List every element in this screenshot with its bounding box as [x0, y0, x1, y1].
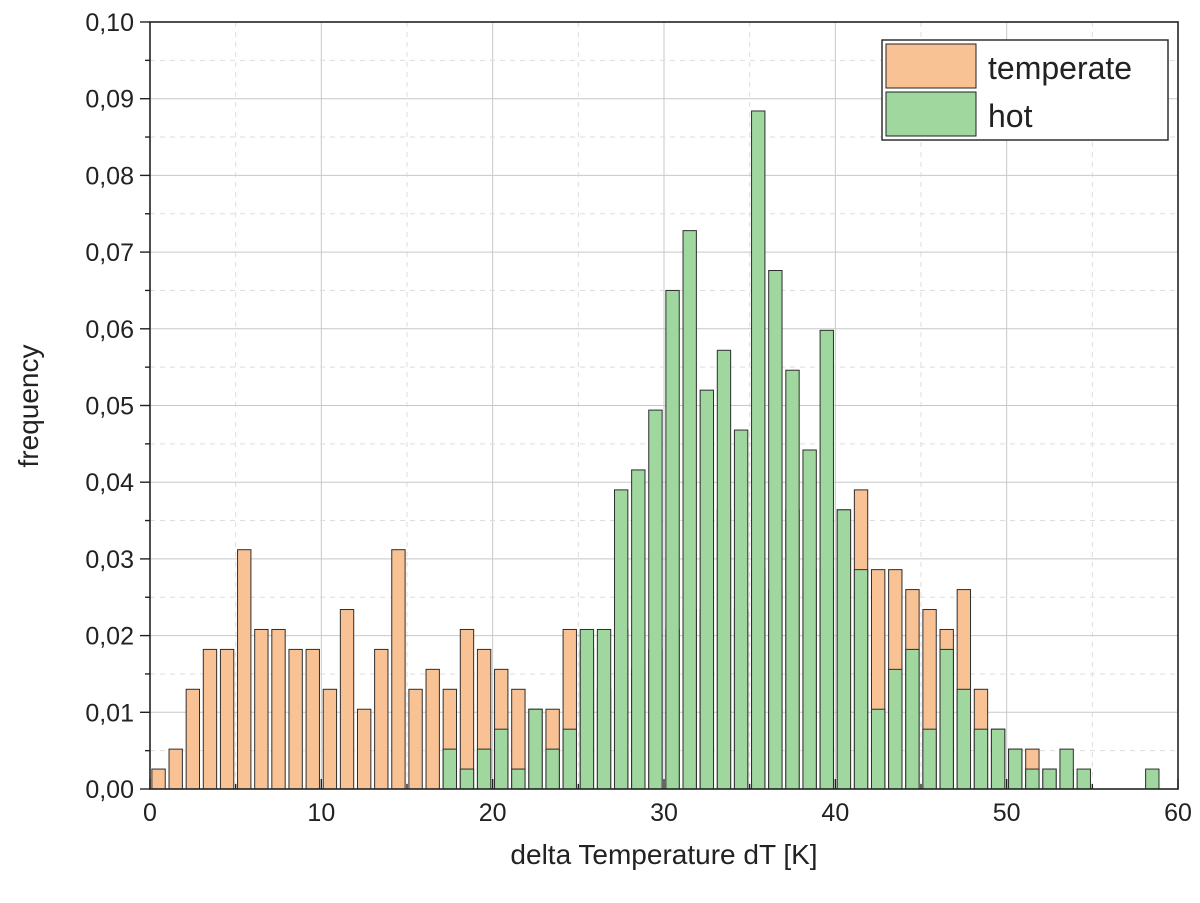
axis-ticks: 0 10 20 30 40 50 60 0,00 0,01 0,02 0,03 0,04 0,05 0,0…: [85, 9, 1192, 827]
x-tick-label: 50: [993, 799, 1021, 827]
bar-temperate: [339, 609, 355, 790]
y-tick-label: 0,08: [85, 162, 134, 190]
bar-hot: [562, 728, 577, 790]
y-tick-label: 0,03: [85, 546, 134, 574]
bar-temperate: [459, 628, 475, 790]
bar-temperate: [322, 688, 338, 790]
bar-hot: [1042, 768, 1057, 790]
bar-hot: [442, 748, 458, 790]
y-tick-label: 0,10: [85, 9, 134, 37]
bar-temperate: [219, 648, 235, 790]
x-tick-label: 0: [143, 799, 157, 827]
y-tick-label: 0,02: [85, 623, 134, 651]
bar-hot: [785, 369, 800, 790]
bars-layer: [151, 110, 1160, 790]
bar-hot: [528, 708, 543, 790]
bar-hot: [545, 748, 560, 790]
bar-hot: [665, 289, 680, 790]
bar-hot: [613, 489, 629, 790]
bar-hot: [1059, 748, 1074, 790]
x-tick-label: 20: [479, 799, 507, 827]
bar-hot: [459, 768, 475, 790]
y-axis-title: frequency: [13, 345, 44, 468]
y-tick-label: 0,01: [85, 699, 134, 727]
bar-hot: [733, 429, 749, 790]
y-tick-label: 0,05: [85, 393, 134, 421]
bar-temperate: [356, 708, 372, 790]
y-tick-label: 0,04: [85, 469, 134, 497]
bar-hot: [476, 748, 492, 790]
x-tick-label: 10: [307, 799, 335, 827]
grid-lines: [150, 22, 1178, 789]
bar-hot: [888, 668, 903, 790]
bar-temperate: [425, 668, 440, 790]
bar-hot: [853, 569, 869, 790]
bar-temperate: [237, 549, 252, 790]
bar-hot: [682, 230, 697, 790]
bar-hot: [716, 349, 732, 790]
legend: temperate hot: [881, 39, 1169, 141]
legend-label-temperate: temperate: [988, 50, 1132, 86]
bar-hot: [819, 329, 834, 790]
x-tick-label: 40: [821, 799, 849, 827]
y-tick-label: 0,00: [85, 776, 134, 804]
bar-temperate: [391, 549, 406, 790]
bar-hot: [579, 628, 595, 790]
bar-hot: [751, 110, 766, 790]
bar-hot: [956, 688, 972, 790]
bar-hot: [648, 409, 663, 790]
y-tick-label: 0,07: [85, 239, 134, 267]
bar-temperate: [288, 648, 303, 790]
bar-hot: [494, 728, 509, 790]
bar-hot: [922, 728, 937, 790]
bar-hot: [870, 708, 886, 790]
bar-hot: [1008, 748, 1023, 790]
y-tick-label: 0,09: [85, 86, 134, 114]
bar-hot: [939, 648, 954, 790]
x-tick-label: 30: [650, 799, 678, 827]
legend-label-hot: hot: [988, 98, 1033, 134]
bar-temperate: [254, 628, 269, 790]
bar-temperate: [305, 648, 320, 790]
bar-hot: [768, 270, 783, 790]
bar-temperate: [151, 768, 166, 790]
bar-hot: [596, 628, 612, 790]
legend-swatch-temperate: [885, 43, 977, 89]
bar-temperate: [168, 748, 183, 790]
legend-swatch-hot: [885, 91, 977, 137]
bar-hot: [1145, 768, 1160, 790]
bar-hot: [905, 648, 920, 790]
bar-hot: [990, 728, 1006, 790]
bar-hot: [699, 389, 715, 790]
bar-hot: [802, 449, 817, 790]
bar-hot: [631, 469, 646, 790]
bar-temperate: [185, 688, 201, 790]
bar-temperate: [271, 628, 286, 790]
bar-temperate: [408, 688, 423, 790]
x-axis-title: delta Temperature dT [K]: [510, 839, 817, 870]
bar-hot: [1076, 768, 1091, 790]
y-tick-label: 0,06: [85, 316, 134, 344]
bar-temperate: [374, 648, 389, 790]
bar-hot: [836, 509, 852, 790]
bar-temperate: [202, 648, 218, 790]
x-tick-label: 60: [1164, 799, 1192, 827]
bar-hot: [973, 728, 989, 790]
bar-hot: [1025, 768, 1040, 790]
bar-hot: [511, 768, 526, 790]
